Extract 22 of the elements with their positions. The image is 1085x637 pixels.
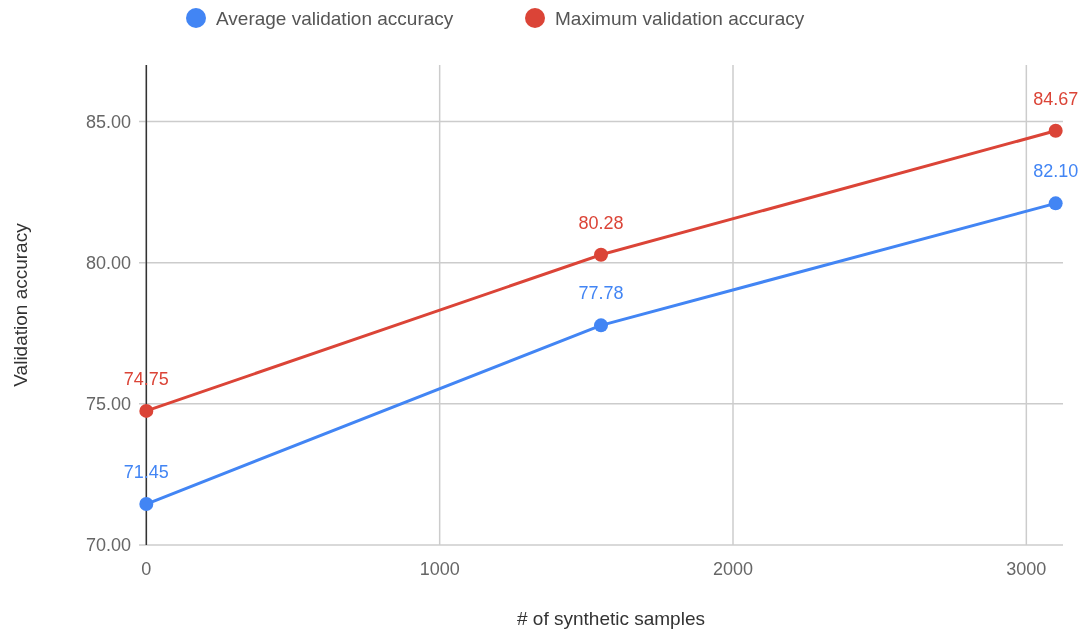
- y-axis-title: Validation accuracy: [10, 222, 31, 387]
- y-tick-label: 80.00: [85, 252, 131, 273]
- legend-label: Average validation accuracy: [216, 7, 454, 29]
- point: [594, 318, 608, 333]
- point: [1048, 123, 1063, 138]
- y-tick-label: 75.00: [85, 394, 131, 415]
- data-label: 80.28: [578, 212, 624, 233]
- data-label: 82.10: [1033, 161, 1079, 182]
- x-tick-label: 3000: [1006, 559, 1047, 579]
- y-tick-label: 85.00: [85, 111, 131, 132]
- point: [139, 497, 154, 512]
- x-axis-title: # of synthetic samples: [517, 608, 705, 629]
- point: [594, 247, 608, 262]
- x-tick-label: 2000: [712, 559, 754, 579]
- x-tick-label: 1000: [419, 559, 460, 579]
- data-label: 77.78: [578, 283, 624, 304]
- y-tick-label: 70.00: [85, 535, 131, 556]
- x-tick-label: 0: [141, 559, 152, 579]
- data-label: 84.67: [1033, 88, 1079, 109]
- point: [1048, 196, 1063, 211]
- point: [139, 403, 154, 418]
- legend-label: Maximum validation accuracy: [555, 7, 805, 29]
